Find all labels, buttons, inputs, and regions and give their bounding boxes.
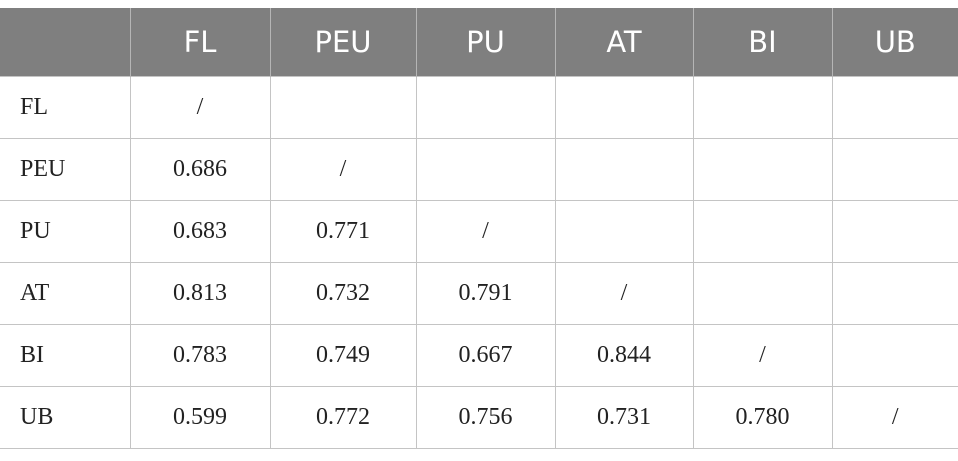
table-row: PEU 0.686/ <box>0 138 958 201</box>
empty-cell <box>831 200 958 263</box>
table-row: PU 0.683 0.771/ <box>0 200 958 263</box>
table-cell: 0.783 <box>129 324 271 387</box>
table-cell: / <box>831 386 958 449</box>
row-label: PEU <box>0 138 131 201</box>
empty-cell <box>831 324 958 387</box>
correlation-table: FL PEU PU AT BI UB FL / PEU 0.686/PU 0.683 0.771/A… <box>0 8 958 449</box>
column-header: AT <box>554 8 693 77</box>
table-cell: / <box>129 76 271 139</box>
column-header: PEU <box>269 8 416 77</box>
row-label: UB <box>0 386 131 449</box>
table-body: FL / PEU 0.686/PU 0.683 0.771/AT 0.813 0.732 0.7… <box>0 76 958 449</box>
empty-cell <box>554 76 694 139</box>
row-label: BI <box>0 324 131 387</box>
column-header: PU <box>415 8 555 77</box>
row-label: AT <box>0 262 131 325</box>
table-cell: 0.780 <box>692 386 833 449</box>
empty-cell <box>692 76 833 139</box>
empty-cell <box>831 76 958 139</box>
table-cell: 0.756 <box>415 386 556 449</box>
table-cell: / <box>692 324 833 387</box>
empty-cell <box>831 262 958 325</box>
empty-cell <box>554 138 694 201</box>
table-cell: 0.599 <box>129 386 271 449</box>
table-cell: / <box>554 262 694 325</box>
column-header: BI <box>692 8 832 77</box>
empty-cell <box>415 76 556 139</box>
table-cell: 0.683 <box>129 200 271 263</box>
header-row: FL PEU PU AT BI UB <box>0 8 958 77</box>
table-cell: / <box>269 138 417 201</box>
table-row: FL / <box>0 76 958 139</box>
table-cell: 0.772 <box>269 386 417 449</box>
table-cell: 0.749 <box>269 324 417 387</box>
table-row: UB 0.599 0.772 0.756 0.731 0.780/ <box>0 386 958 449</box>
empty-cell <box>692 200 833 263</box>
table-cell: 0.771 <box>269 200 417 263</box>
table-cell: 0.667 <box>415 324 556 387</box>
table-cell: 0.686 <box>129 138 271 201</box>
table-row: BI 0.783 0.749 0.667 0.844/ <box>0 324 958 387</box>
empty-cell <box>269 76 417 139</box>
corner-cell <box>0 8 130 77</box>
empty-cell <box>415 138 556 201</box>
column-header: UB <box>831 8 958 77</box>
table-cell: 0.732 <box>269 262 417 325</box>
table-cell: 0.731 <box>554 386 694 449</box>
table-cell: 0.791 <box>415 262 556 325</box>
table-row: AT 0.813 0.732 0.791/ <box>0 262 958 325</box>
empty-cell <box>692 138 833 201</box>
empty-cell <box>554 200 694 263</box>
empty-cell <box>692 262 833 325</box>
empty-cell <box>831 138 958 201</box>
row-label: PU <box>0 200 131 263</box>
table-cell: 0.813 <box>129 262 271 325</box>
row-label: FL <box>0 76 131 139</box>
column-header: FL <box>129 8 270 77</box>
table-cell: / <box>415 200 556 263</box>
table-cell: 0.844 <box>554 324 694 387</box>
